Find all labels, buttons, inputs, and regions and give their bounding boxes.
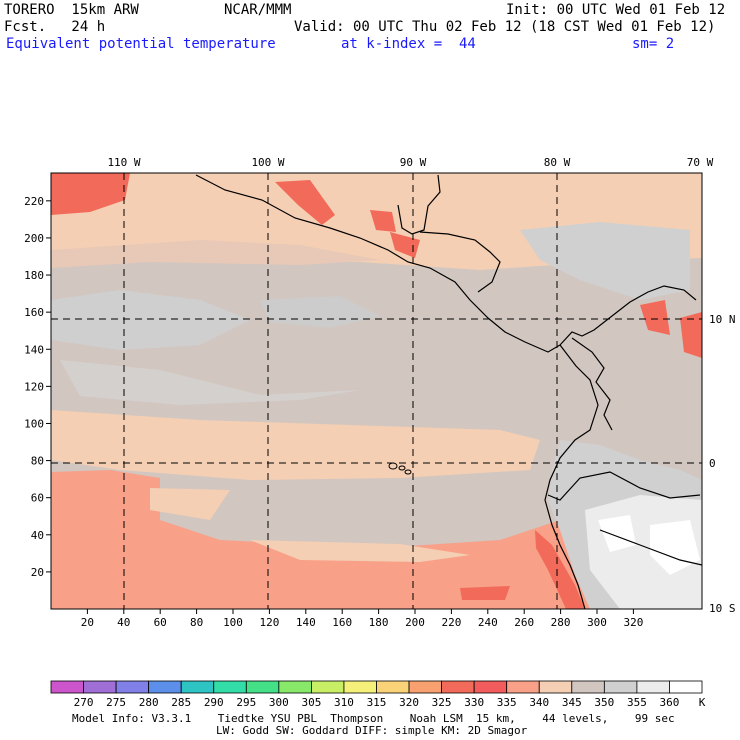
lat-label: 10 N bbox=[709, 313, 736, 326]
lon-label: 80 W bbox=[544, 156, 571, 169]
y-tick-label: 200 bbox=[24, 232, 44, 245]
colorbar-swatch bbox=[669, 680, 703, 694]
colorbar-label: 345 bbox=[562, 696, 582, 709]
x-tick-label: 120 bbox=[259, 616, 279, 629]
colorbar-swatch bbox=[636, 680, 670, 694]
x-tick-label: 100 bbox=[223, 616, 243, 629]
x-tick-label: 320 bbox=[623, 616, 643, 629]
colorbar-swatch bbox=[115, 680, 150, 694]
colorbar-swatch bbox=[506, 680, 540, 694]
colorbar: 270 275 280 285 290 295 300 305 310 315 320 325 330 3… bbox=[50, 680, 706, 709]
y-tick-label: 100 bbox=[24, 417, 44, 430]
colorbar-label: 280 bbox=[139, 696, 159, 709]
colorbar-label: 270 bbox=[74, 696, 94, 709]
lat-label: 0 bbox=[709, 457, 716, 470]
y-tick-label: 20 bbox=[31, 566, 44, 579]
colorbar-swatch bbox=[278, 680, 312, 694]
colorbar-label: 355 bbox=[627, 696, 647, 709]
colorbar-label: 325 bbox=[432, 696, 452, 709]
y-axis: 20 40 60 80 100 120 140 160 180 200 220 bbox=[24, 195, 51, 579]
smoothing-info: sm= 2 bbox=[632, 36, 675, 52]
y-tick-label: 120 bbox=[24, 380, 44, 393]
x-tick-label: 160 bbox=[332, 616, 352, 629]
colorbar-label: 330 bbox=[464, 696, 484, 709]
colorbar-label: 295 bbox=[236, 696, 256, 709]
colorbar-label: 300 bbox=[269, 696, 289, 709]
y-tick-label: 60 bbox=[31, 492, 44, 505]
colorbar-label: 290 bbox=[204, 696, 224, 709]
colorbar-swatch bbox=[376, 680, 410, 694]
x-tick-label: 220 bbox=[441, 616, 461, 629]
x-tick-label: 300 bbox=[587, 616, 607, 629]
y-tick-label: 80 bbox=[31, 455, 44, 468]
x-tick-label: 240 bbox=[478, 616, 498, 629]
colorbar-unit: K bbox=[699, 696, 706, 709]
y-tick-label: 220 bbox=[24, 195, 44, 208]
colorbar-label: 340 bbox=[529, 696, 549, 709]
colorbar-swatch bbox=[180, 680, 215, 694]
lon-label: 90 W bbox=[400, 156, 427, 169]
x-tick-label: 140 bbox=[296, 616, 316, 629]
colorbar-swatch bbox=[148, 680, 182, 694]
lat-label: 10 S bbox=[709, 602, 736, 615]
colorbar-label: 350 bbox=[594, 696, 614, 709]
colorbar-label: 335 bbox=[497, 696, 517, 709]
organization: NCAR/MMM bbox=[224, 2, 292, 18]
colorbar-swatch bbox=[441, 680, 475, 694]
colorbar-swatch bbox=[603, 680, 638, 694]
level-info: at k-index = 44 bbox=[341, 36, 476, 52]
theta-e-field bbox=[51, 173, 702, 609]
colorbar-label: 285 bbox=[171, 696, 191, 709]
field-name: Equivalent potential temperature bbox=[6, 36, 276, 52]
x-tick-label: 180 bbox=[369, 616, 389, 629]
colorbar-swatch bbox=[50, 680, 84, 694]
y-tick-label: 180 bbox=[24, 269, 44, 282]
galapagos-island bbox=[398, 465, 406, 471]
lon-label: 100 W bbox=[251, 156, 284, 169]
x-tick-label: 20 bbox=[81, 616, 94, 629]
y-tick-label: 40 bbox=[31, 529, 44, 542]
x-axis: 20 40 60 80 100 120 140 160 180 200 220 240 260 280 30… bbox=[81, 609, 643, 629]
x-tick-label: 200 bbox=[405, 616, 425, 629]
colorbar-swatch bbox=[538, 680, 573, 694]
colorbar-label: 315 bbox=[367, 696, 387, 709]
colorbar-swatch bbox=[343, 680, 377, 694]
x-tick-label: 40 bbox=[117, 616, 130, 629]
x-tick-label: 260 bbox=[514, 616, 534, 629]
colorbar-label: 305 bbox=[301, 696, 321, 709]
galapagos-island bbox=[404, 469, 412, 475]
y-tick-label: 140 bbox=[24, 343, 44, 356]
init-time: Init: 00 UTC Wed 01 Feb 12 bbox=[506, 2, 726, 18]
colorbar-swatch bbox=[310, 680, 345, 694]
colorbar-label: 320 bbox=[399, 696, 419, 709]
x-tick-label: 60 bbox=[154, 616, 167, 629]
colorbar-label: 310 bbox=[334, 696, 354, 709]
forecast-hour: Fcst. 24 h bbox=[4, 19, 106, 35]
model-info-line1: Model Info: V3.3.1 Tiedtke YSU PBL Thomp… bbox=[72, 712, 675, 725]
x-tick-label: 80 bbox=[190, 616, 203, 629]
x-tick-label: 280 bbox=[551, 616, 571, 629]
lon-label: 70 W bbox=[687, 156, 714, 169]
model-name: TORERO 15km ARW bbox=[4, 2, 139, 18]
model-info-line2: LW: Godd SW: Goddard DIFF: simple KM: 2D… bbox=[216, 724, 528, 737]
colorbar-swatch bbox=[571, 680, 605, 694]
colorbar-label: 275 bbox=[106, 696, 126, 709]
colorbar-label: 360 bbox=[660, 696, 680, 709]
map-frame bbox=[50, 172, 703, 610]
y-tick-label: 160 bbox=[24, 306, 44, 319]
colorbar-swatch bbox=[245, 680, 280, 694]
colorbar-swatch bbox=[408, 680, 442, 694]
valid-time: Valid: 00 UTC Thu 02 Feb 12 (18 CST Wed … bbox=[294, 19, 716, 35]
lon-label: 110 W bbox=[107, 156, 140, 169]
colorbar-swatch bbox=[213, 680, 247, 694]
graticule bbox=[51, 173, 702, 609]
colorbar-swatch bbox=[473, 680, 508, 694]
colorbar-swatch bbox=[83, 680, 117, 694]
